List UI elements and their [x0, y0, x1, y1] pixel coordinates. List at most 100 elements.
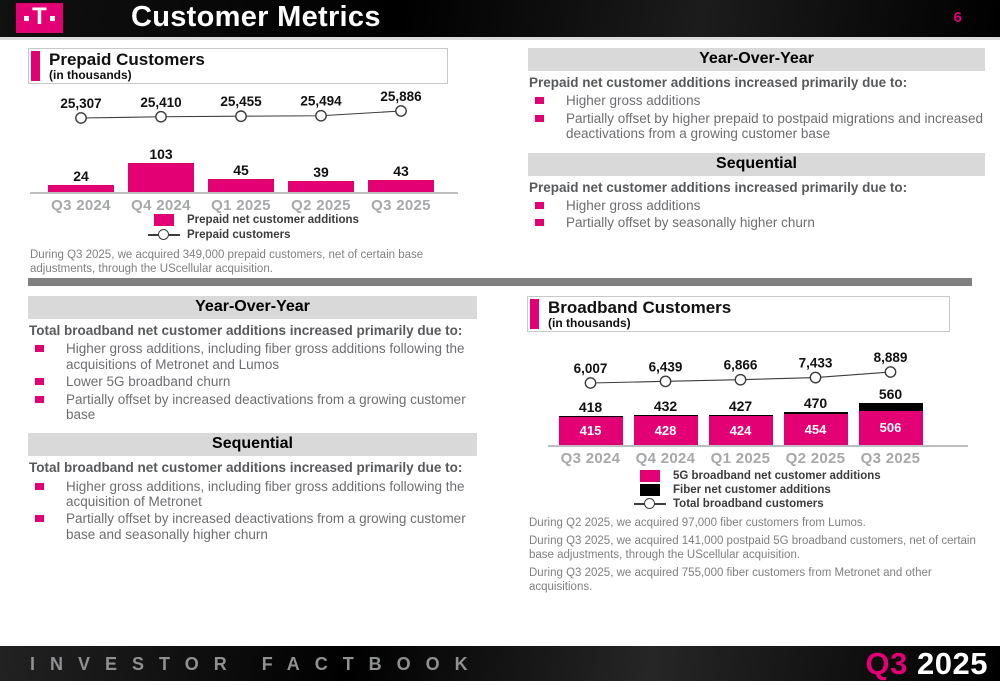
line-marker	[734, 373, 747, 386]
broadband-legend: 5G broadband net customer additions Fibe…	[634, 469, 881, 510]
footnote-line: During Q2 2025, we acquired 97,000 fiber…	[529, 517, 866, 529]
bullet-text: Higher gross additions	[566, 197, 701, 213]
bullet-square-icon	[35, 515, 44, 523]
x-axis-label: Q3 2025	[371, 197, 431, 214]
bar-segment-primary: 428	[633, 415, 698, 445]
legend-label: Prepaid customers	[187, 228, 291, 241]
bullet-square-icon	[535, 219, 544, 227]
x-axis-label: Q4 2024	[131, 197, 191, 214]
tmobile-logo: T	[16, 3, 63, 33]
bullet-item: Higher gross additions	[528, 93, 985, 108]
panel-subtitle: (in thousands)	[49, 67, 132, 82]
legend-swatch	[148, 228, 180, 240]
title-accent-bar	[31, 51, 40, 81]
legend-item: Prepaid customers	[148, 228, 359, 241]
line-series: 25,307 25,410 25,455 25,494 25,886	[60, 89, 422, 124]
line-marker	[584, 377, 597, 389]
prepaid-chart: 25,307 25,410 25,455 25,494 25,886 24 103 45 39 4…	[30, 89, 458, 214]
bar-inner-label: 415	[579, 423, 602, 439]
bar-column: 39	[281, 165, 361, 192]
bar-inner-label: 428	[654, 422, 677, 438]
line-value-label: 25,455	[220, 94, 262, 109]
bullet-text: Partially offset by increased deactivati…	[66, 511, 466, 542]
line-marker	[659, 375, 672, 388]
bar-value-label: 24	[73, 168, 89, 185]
x-axis-label: Q4 2024	[635, 450, 696, 467]
section-intro: Prepaid net customer additions increased…	[529, 179, 908, 195]
footer-quarter-year: Q3 2025	[866, 646, 988, 682]
bar-inner-label: 424	[729, 423, 752, 439]
bullet-item: Partially offset by seasonally higher ch…	[528, 215, 985, 230]
line-value-label: 6,007	[574, 361, 608, 376]
bar-column: 427 424	[703, 399, 778, 445]
page-number: 6	[953, 9, 962, 26]
logo-letter: T	[32, 3, 47, 30]
bullet-text: Partially offset by seasonally higher ch…	[566, 215, 815, 231]
x-axis-label: Q3 2024	[51, 197, 111, 214]
bar-segment-secondary	[558, 415, 623, 417]
section-banner-yoy: Year-Over-Year	[28, 296, 477, 319]
footnote-line: During Q3 2025, we acquired 141,000 post…	[529, 535, 976, 562]
line-marker	[395, 105, 407, 117]
logo-dot-icon	[49, 15, 55, 21]
bar-segment-primary: 506	[858, 410, 923, 445]
footer-quarter: Q3	[865, 646, 908, 681]
footer-left-text: INVESTOR FACTBOOK	[30, 654, 483, 674]
bar-column: 24	[41, 169, 121, 192]
bullet-square-icon	[35, 345, 44, 353]
prepaid-legend: Prepaid net customer additions Prepaid c…	[148, 213, 359, 241]
footer-year: 2025	[917, 646, 988, 681]
broadband-commentary: Year-Over-Year Total broadband net custo…	[28, 296, 477, 544]
section-intro: Total broadband net customer additions i…	[29, 323, 463, 338]
line-marker	[315, 109, 327, 122]
legend-item: Total broadband customers	[634, 497, 881, 510]
legend-swatch	[148, 213, 180, 226]
x-axis-labels: Q3 2024 Q4 2024 Q1 2025 Q2 2025 Q3 2025	[41, 197, 441, 214]
bar-segment-primary: 454	[783, 414, 848, 445]
legend-swatch	[634, 483, 666, 496]
bullet-text: Partially offset by increased deactivati…	[66, 391, 466, 422]
black-bar-swatch-icon	[640, 483, 660, 496]
bar-column: 560 506	[853, 387, 928, 445]
legend-label: Prepaid net customer additions	[187, 213, 359, 226]
bullet-item: Higher gross additions, including fiber …	[28, 479, 477, 510]
x-axis-label: Q2 2025	[785, 450, 846, 467]
line-marker	[809, 371, 822, 384]
legend-swatch	[634, 469, 666, 482]
x-axis-label: Q1 2025	[710, 450, 771, 467]
bullet-square-icon	[35, 378, 44, 386]
panel-title: Prepaid Customers	[49, 50, 205, 69]
bullet-square-icon	[535, 114, 544, 122]
x-axis-label: Q2 2025	[291, 197, 351, 214]
legend-item: Prepaid net customer additions	[148, 213, 359, 226]
line-value-label: 6,866	[724, 358, 758, 373]
bar-column: 432 428	[628, 399, 703, 445]
bar-value-label: 427	[728, 398, 753, 415]
line-value-label: 25,410	[140, 95, 181, 110]
bar-segment-secondary	[783, 411, 848, 415]
section-banner-sequential: Sequential	[528, 152, 985, 176]
section-intro: Total broadband net customer additions i…	[29, 460, 463, 476]
section-intro: Prepaid net customer additions increased…	[529, 75, 908, 90]
x-axis-label: Q3 2024	[560, 450, 621, 467]
title-accent-bar	[530, 299, 539, 329]
bar-segment-primary	[368, 179, 434, 192]
bar-segment-secondary	[708, 415, 773, 417]
line-value-label: 25,494	[300, 94, 342, 109]
line-value-label: 25,307	[60, 96, 101, 111]
line-marker	[155, 110, 167, 123]
bars-row: 24 103 45 39 43	[41, 136, 441, 192]
line-value-label: 6,439	[649, 359, 683, 374]
bullet-text: Lower 5G broadband churn	[66, 374, 231, 390]
bar-value-label: 39	[313, 164, 329, 181]
bar-column: 45	[201, 163, 281, 192]
line-value-label: 25,886	[380, 89, 422, 104]
bars-row: 418 415 432 428 427 424 470 454 560 506	[553, 387, 928, 445]
x-axis	[30, 192, 458, 194]
bullet-square-icon	[535, 97, 544, 105]
panel-title: Broadband Customers	[548, 298, 732, 317]
bullet-item: Partially offset by higher prepaid to po…	[528, 111, 985, 142]
bar-segment-primary	[128, 163, 194, 192]
magenta-bar-swatch-icon	[154, 213, 174, 226]
